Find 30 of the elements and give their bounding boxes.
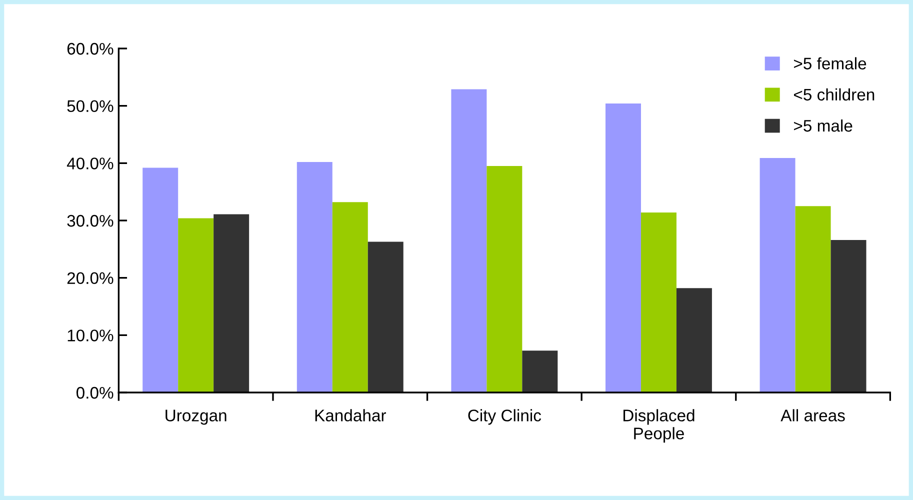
legend-label: >5 female xyxy=(794,57,866,70)
bar xyxy=(676,288,712,392)
bar xyxy=(451,89,487,392)
y-tick-label: 40.0% xyxy=(66,158,114,170)
bar xyxy=(368,242,404,392)
bar xyxy=(486,166,522,392)
y-tick-label: 30.0% xyxy=(67,214,114,227)
bar xyxy=(760,158,796,392)
x-tick-label: All areas xyxy=(780,409,845,422)
x-tick-label: Displaced People xyxy=(624,409,694,443)
y-tick-label: 0.0% xyxy=(76,386,114,399)
x-tick-label: Kandahar xyxy=(315,409,386,422)
bar xyxy=(178,218,214,392)
bar xyxy=(522,350,558,392)
bar xyxy=(605,104,641,392)
x-tick-label: Urozgan xyxy=(166,410,226,425)
bar xyxy=(214,214,250,392)
bar xyxy=(296,162,332,392)
y-tick-label: 10.0% xyxy=(68,330,114,342)
bar xyxy=(795,206,831,392)
bar xyxy=(142,168,178,392)
y-tick-label: 20.0% xyxy=(67,272,114,284)
bar xyxy=(830,240,866,392)
legend-label: <5 children xyxy=(794,88,874,101)
legend-label: >5 male xyxy=(794,119,852,132)
bar xyxy=(332,202,368,392)
x-tick-label: City Clinic xyxy=(468,409,542,425)
y-tick-label: 60.0% xyxy=(67,42,114,55)
bar xyxy=(640,212,676,392)
y-tick-label: 50.0% xyxy=(67,100,114,112)
